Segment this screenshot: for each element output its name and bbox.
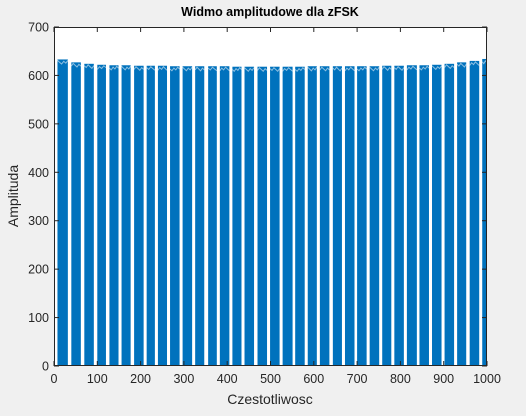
spectrum-band-edge-1 xyxy=(70,62,82,68)
spectrum-band-edge-30 xyxy=(431,65,442,71)
chart-title: Widmo amplitudowe dla zFSK xyxy=(181,5,359,19)
spectrum-band-1 xyxy=(71,62,81,367)
x-tick-label: 100 xyxy=(87,372,108,386)
spectrum-band-edge-3 xyxy=(96,65,107,70)
spectrum-band-22 xyxy=(332,66,342,366)
spectrum-band-edge-24 xyxy=(356,66,367,72)
x-tick-label: 800 xyxy=(390,372,411,386)
y-tick-label: 200 xyxy=(28,263,49,277)
spectrum-band-edge-29 xyxy=(419,65,430,71)
y-tick-label: 0 xyxy=(42,360,49,374)
spectrum-band-24 xyxy=(357,66,367,366)
x-axis-ticks: 0 100 200 300 400 500 600 700 800 900 1000 xyxy=(51,27,501,386)
spectrum-band-30 xyxy=(432,64,442,366)
spectrum-band-4 xyxy=(109,65,119,366)
spectrum-band-edge-20 xyxy=(307,66,318,72)
spectrum-band-edge-16 xyxy=(257,66,268,73)
spectrum-band-11 xyxy=(195,66,205,366)
x-tick-label: 0 xyxy=(51,372,58,386)
spectrum-band-edge-11 xyxy=(194,66,205,72)
spectrum-band-edge-28 xyxy=(406,65,418,71)
spectrum-band-6 xyxy=(134,65,144,366)
spectrum-band-edge-32 xyxy=(456,62,467,68)
spectrum-band-32 xyxy=(457,62,467,367)
spectrum-band-17 xyxy=(270,66,280,366)
spectrum-band-edge-21 xyxy=(319,66,330,72)
x-tick-label: 900 xyxy=(433,372,454,386)
spectrum-bands xyxy=(57,58,488,367)
spectrum-band-edge-4 xyxy=(109,65,119,71)
spectrum-band-5 xyxy=(121,65,131,366)
x-axis-label: Czestotliwosc xyxy=(227,391,313,407)
spectrum-band-27 xyxy=(394,65,404,366)
spectrum-band-edge-5 xyxy=(121,65,132,71)
spectrum-band-edge-23 xyxy=(344,66,355,72)
spectrum-band-edge-22 xyxy=(332,66,343,72)
spectrum-band-edge-14 xyxy=(232,66,242,73)
spectrum-band-33 xyxy=(469,60,480,367)
spectrum-band-3 xyxy=(97,64,106,366)
x-tick-label: 500 xyxy=(260,372,281,386)
spectrum-band-14 xyxy=(232,66,242,366)
spectrum-band-edge-2 xyxy=(83,64,95,70)
spectrum-band-18 xyxy=(282,66,293,366)
spectrum-band-edge-7 xyxy=(146,65,156,71)
y-tick-label: 700 xyxy=(28,21,49,35)
spectrum-band-edge-15 xyxy=(244,67,255,73)
y-tick-label: 300 xyxy=(28,214,49,228)
spectrum-band-edge-27 xyxy=(393,65,405,72)
spectrum-band-edge-25 xyxy=(369,66,380,72)
x-tick-label: 600 xyxy=(303,372,324,386)
spectrum-band-13 xyxy=(219,66,230,366)
spectrum-band-edge-10 xyxy=(182,66,193,72)
spectrum-band-12 xyxy=(208,66,217,366)
spectrum-band-23 xyxy=(344,66,355,366)
spectrum-band-31 xyxy=(444,63,455,366)
spectrum-band-9 xyxy=(170,66,180,366)
spectrum-band-edge-13 xyxy=(219,66,230,72)
spectrum-band-28 xyxy=(406,65,417,366)
spectrum-band-26 xyxy=(382,65,392,366)
spectrum-band-16 xyxy=(257,66,268,366)
x-tick-label: 1000 xyxy=(473,372,501,386)
spectrum-band-edge-0 xyxy=(57,60,69,65)
spectrum-band-2 xyxy=(84,63,94,366)
spectrum-band-edge-17 xyxy=(269,66,281,73)
spectrum-band-edge-9 xyxy=(169,66,180,72)
y-tick-label: 400 xyxy=(28,166,49,180)
spectrum-band-20 xyxy=(307,66,317,366)
y-tick-label: 100 xyxy=(28,311,49,325)
y-axis-ticks: 0 100 200 300 400 500 600 700 xyxy=(28,21,487,374)
y-tick-label: 500 xyxy=(28,117,49,131)
spectrum-band-34 xyxy=(482,58,487,366)
x-tick-label: 400 xyxy=(217,372,238,386)
spectrum-band-edge-12 xyxy=(207,66,218,72)
spectrum-band-21 xyxy=(319,66,330,366)
x-tick-label: 300 xyxy=(173,372,194,386)
spectrum-band-15 xyxy=(244,66,255,366)
spectrum-band-edge-19 xyxy=(294,66,306,73)
spectrum-band-7 xyxy=(146,65,155,366)
y-tick-label: 600 xyxy=(28,69,49,83)
spectrum-band-edge-26 xyxy=(381,65,392,72)
spectrum-band-edge-33 xyxy=(469,61,480,66)
y-axis-label: Amplituda xyxy=(5,165,21,227)
spectrum-band-edge-6 xyxy=(133,65,144,72)
spectrum-band-0 xyxy=(57,59,68,366)
spectrum-band-10 xyxy=(182,66,193,366)
spectrum-band-edge-18 xyxy=(282,66,293,72)
spectrum-band-29 xyxy=(419,65,429,366)
x-tick-label: 200 xyxy=(130,372,151,386)
spectrum-band-edge-8 xyxy=(157,65,168,71)
x-tick-label: 700 xyxy=(347,372,368,386)
spectrum-band-edge-31 xyxy=(444,64,455,70)
spectrum-band-25 xyxy=(369,66,380,366)
spectrum-band-8 xyxy=(157,65,168,366)
spectrum-band-19 xyxy=(295,66,305,366)
